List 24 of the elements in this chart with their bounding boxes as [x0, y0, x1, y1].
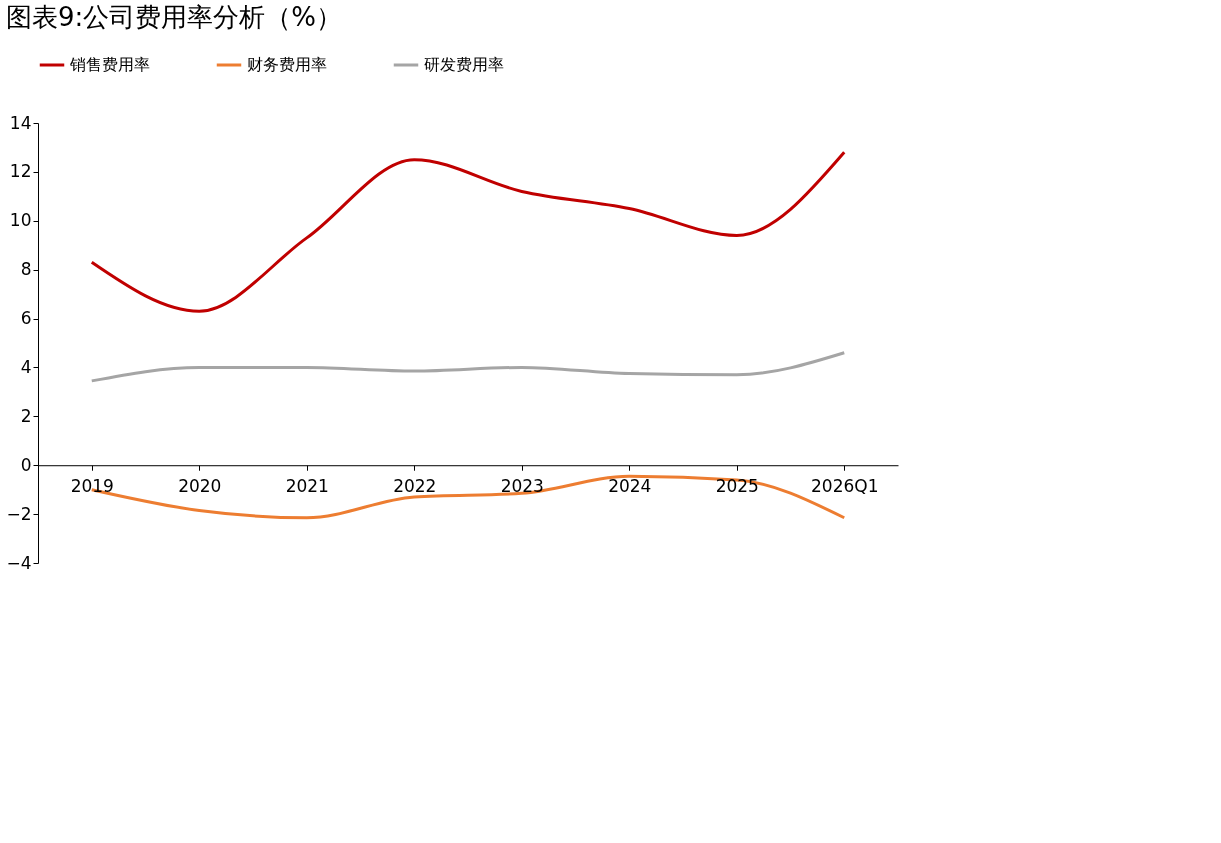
y-tick-label: 2 [20, 405, 32, 426]
x-tick-label: 2024 [608, 475, 652, 496]
x-tick-label: 2020 [178, 475, 222, 496]
legend-label: 销售费用率 [69, 55, 150, 74]
y-tick-label: 6 [20, 308, 32, 329]
line-series [90, 351, 846, 383]
y-tick-label: 10 [9, 210, 32, 231]
y-tick-label: −2 [6, 503, 32, 524]
y-tick-label: 0 [20, 454, 32, 475]
y-tick-label: 8 [20, 259, 32, 280]
legend-label: 研发费用率 [424, 55, 504, 74]
x-tick-label: 2022 [393, 475, 437, 496]
y-tick-label: −4 [6, 552, 32, 573]
chart-title: 图表9:公司费用率分析（%） [5, 2, 342, 32]
legend-label: 财务费用率 [247, 55, 327, 74]
y-tick-label: 12 [9, 161, 32, 182]
line-series [90, 150, 846, 313]
x-tick-label: 2021 [285, 475, 329, 496]
x-tick-label: 2025 [715, 475, 759, 496]
x-tick-label: 2023 [500, 475, 544, 496]
y-tick-label: 4 [20, 356, 32, 377]
x-tick-label: 2026Q1 [811, 475, 879, 496]
x-tick-label: 2019 [70, 475, 114, 496]
y-tick-label: 14 [9, 112, 32, 133]
